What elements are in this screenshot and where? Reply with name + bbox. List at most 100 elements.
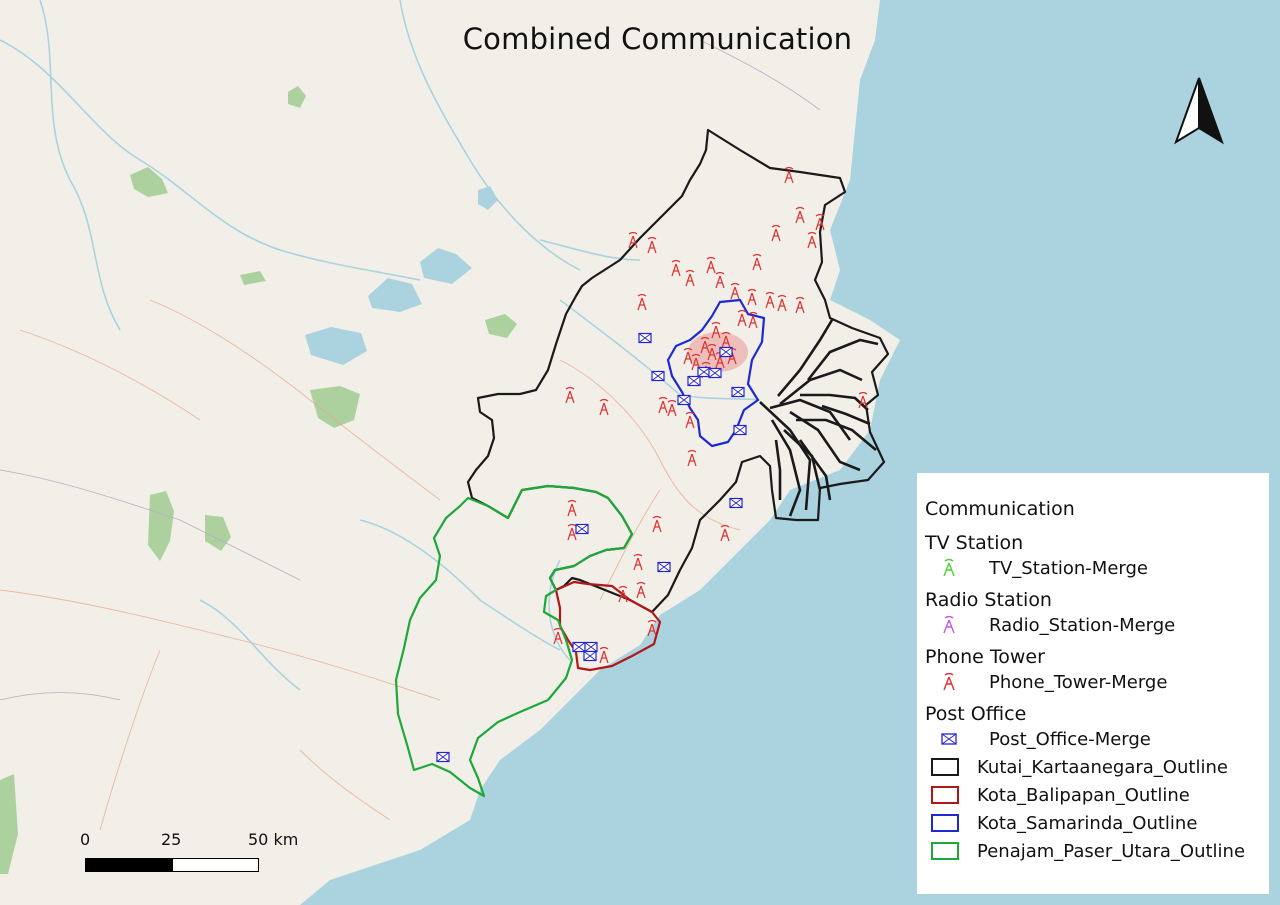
legend-item-radio: Radio_Station-Merge <box>925 611 1269 639</box>
penajam-paser-utara-outline <box>394 484 634 798</box>
legend-label-radio: Radio_Station-Merge <box>989 614 1176 636</box>
scale-label-0: 0 <box>80 830 91 849</box>
phone-tower-marker <box>711 321 721 339</box>
radio-tower-icon <box>937 614 961 636</box>
map-title: Combined Communication <box>462 22 853 56</box>
tv-tower-icon <box>937 557 961 579</box>
phone-tower-marker <box>636 581 646 599</box>
legend-item-phone: Phone_Tower-Merge <box>925 668 1269 696</box>
post-office-markers <box>436 332 747 763</box>
legend-group-radio: Radio Station <box>925 589 1052 611</box>
north-arrow-icon <box>1174 77 1224 145</box>
phone-tower-marker <box>628 231 638 249</box>
phone-tower-marker <box>727 347 737 365</box>
post-office-marker <box>436 751 450 763</box>
phone-tower-marker <box>715 351 725 369</box>
admin-borders <box>0 39 821 701</box>
post-office-marker <box>651 370 665 382</box>
phone-tower-marker <box>707 343 717 361</box>
phone-tower-marker <box>858 391 868 409</box>
post-office-marker <box>638 332 652 344</box>
phone-tower-marker <box>685 269 695 287</box>
legend-label-phone: Phone_Tower-Merge <box>989 671 1168 693</box>
phone-tower-marker <box>706 256 716 274</box>
roads <box>0 299 741 831</box>
post-office-marker <box>575 523 589 535</box>
phone-tower-marker <box>599 646 609 664</box>
post-office-marker <box>729 497 743 509</box>
phone-tower-marker <box>658 396 668 414</box>
outline-swatch-balikpapan <box>931 786 959 804</box>
legend-item-balikpapan: Kota_Balipapan_Outline <box>925 781 1269 809</box>
post-office-marker <box>719 346 733 358</box>
legend-group-tv: TV Station <box>925 532 1024 554</box>
legend-item-kutai: Kutai_Kartaanegara_Outline <box>925 753 1269 781</box>
legend-group-phone: Phone Tower <box>925 646 1045 668</box>
phone-tower-marker <box>720 524 730 542</box>
phone-tower-marker <box>633 553 643 571</box>
phone-tower-marker <box>815 213 825 231</box>
legend-group-post: Post Office <box>925 703 1027 725</box>
scale-segment-black <box>85 858 173 872</box>
phone-tower-marker <box>683 347 693 365</box>
legend-label-penajam: Penajam_Paser_Utara_Outline <box>977 840 1246 862</box>
phone-tower-marker <box>737 309 747 327</box>
legend-label-tv: TV_Station-Merge <box>989 557 1148 579</box>
phone-tower-marker <box>687 449 697 467</box>
phone-tower-marker <box>747 288 757 306</box>
phone-tower-marker <box>700 336 710 354</box>
samarinda-outline <box>666 298 766 448</box>
post-office-marker <box>731 386 745 398</box>
rivers <box>0 0 761 691</box>
envelope-icon <box>937 728 961 750</box>
lakes <box>305 186 498 365</box>
kutai-kartanegara-outline <box>466 128 890 614</box>
post-office-marker <box>677 394 691 406</box>
phone-tower-marker <box>771 224 781 242</box>
phone-tower-marker <box>565 386 575 404</box>
balikpapan-outline <box>554 580 662 672</box>
post-office-marker <box>708 367 722 379</box>
scale-bar: 0 25 50 km <box>70 830 320 880</box>
phone-tower-icon <box>937 671 961 693</box>
phone-tower-marker <box>752 253 762 271</box>
post-office-marker <box>584 641 598 653</box>
phone-tower-marker <box>691 353 701 371</box>
scale-label-25: 25 <box>161 830 182 849</box>
phone-tower-marker <box>715 271 725 289</box>
legend-label-samarinda: Kota_Samarinda_Outline <box>977 812 1198 834</box>
post-office-marker <box>697 366 711 378</box>
phone-tower-marker <box>721 331 731 349</box>
outline-swatch-kutai <box>931 758 959 776</box>
post-office-marker <box>657 561 671 573</box>
tower-cluster-shade <box>688 332 748 372</box>
legend-label-balikpapan: Kota_Balipapan_Outline <box>977 784 1190 806</box>
phone-tower-marker <box>685 411 695 429</box>
phone-tower-marker <box>599 398 609 416</box>
phone-tower-marker <box>777 294 787 312</box>
phone-tower-marker <box>748 311 758 329</box>
phone-tower-marker <box>618 585 628 603</box>
phone-tower-markers <box>553 166 868 664</box>
legend-item-post: Post_Office-Merge <box>925 725 1269 753</box>
legend-panel: Communication TV Station TV_Station-Merg… <box>917 473 1269 894</box>
phone-tower-marker <box>647 619 657 637</box>
phone-tower-marker <box>647 236 657 254</box>
outline-swatch-penajam <box>931 842 959 860</box>
phone-tower-marker <box>667 399 677 417</box>
forest-patches <box>0 86 517 874</box>
legend-item-penajam: Penajam_Paser_Utara_Outline <box>925 837 1269 865</box>
post-office-marker <box>733 424 747 436</box>
phone-tower-marker <box>553 627 563 645</box>
phone-tower-marker <box>730 282 740 300</box>
legend-label-kutai: Kutai_Kartaanegara_Outline <box>977 756 1228 778</box>
phone-tower-marker <box>567 523 577 541</box>
legend-item-samarinda: Kota_Samarinda_Outline <box>925 809 1269 837</box>
outline-swatch-samarinda <box>931 814 959 832</box>
post-office-marker <box>687 375 701 387</box>
phone-tower-marker <box>671 259 681 277</box>
phone-tower-marker <box>652 515 662 533</box>
legend-label-post: Post_Office-Merge <box>989 728 1151 750</box>
phone-tower-marker <box>807 231 817 249</box>
phone-tower-marker <box>795 206 805 224</box>
